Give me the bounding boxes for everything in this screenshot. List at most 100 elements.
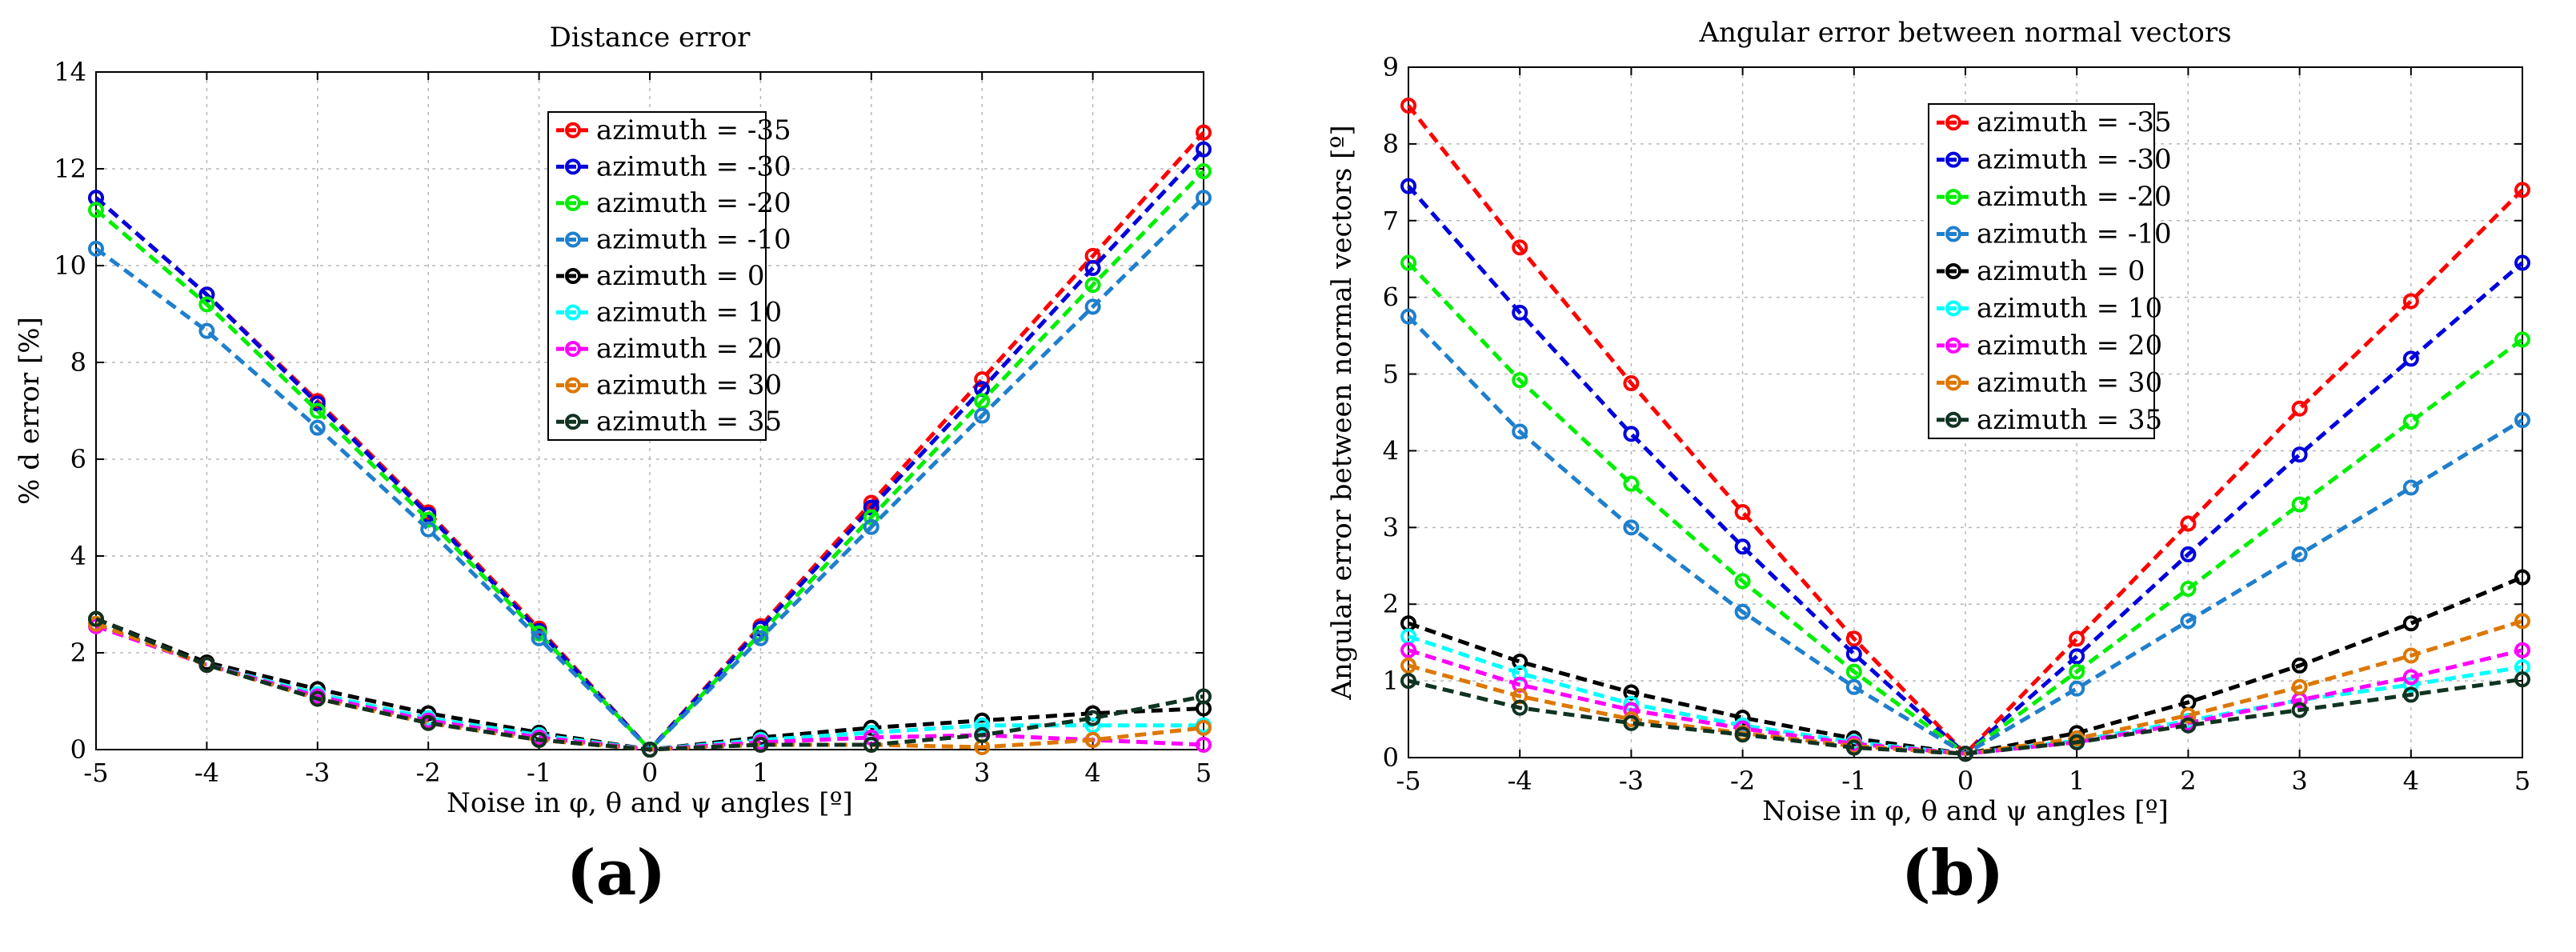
data-point [2402, 676, 2419, 693]
y-tick-label: 4 [1383, 435, 1399, 466]
data-point [1734, 726, 1751, 743]
data-point [1512, 239, 1528, 256]
series-8 [88, 610, 1212, 758]
panel-label: (b) [1901, 837, 2004, 910]
legend-entry: azimuth = -30 [596, 150, 791, 182]
data-point [2514, 671, 2530, 688]
series-5 [88, 615, 1212, 758]
data-point [1196, 719, 1212, 736]
y-axis-label: % d error [%] [14, 317, 46, 505]
legend-entry: azimuth = 20 [596, 333, 782, 365]
x-tick-label: -1 [527, 758, 551, 788]
data-point [2069, 680, 2085, 697]
x-tick-label: -4 [194, 758, 219, 788]
data-point [2402, 669, 2419, 686]
series-8 [1400, 671, 2530, 762]
x-tick-label: 2 [863, 758, 879, 788]
data-point [2402, 293, 2419, 310]
legend-marker [565, 377, 581, 394]
legend-marker [1945, 263, 1961, 279]
chart-panel-b: -5 -4 -3 -2 -1 0 1 2 3 4 5 0 1 2 3 4 5 6 7 8 9 Angular error … [1326, 17, 2530, 910]
data-point [420, 521, 437, 538]
data-point [974, 407, 991, 424]
data-point [1400, 178, 1416, 194]
x-tick-label: 1 [752, 758, 768, 788]
y-tick-label: 9 [1383, 52, 1399, 82]
y-tick-label: 4 [70, 541, 86, 571]
x-tick-label: -3 [1619, 766, 1644, 796]
legend-marker [565, 268, 581, 284]
y-tick-label: 7 [1383, 206, 1399, 236]
data-point [88, 610, 104, 627]
data-point [863, 518, 879, 535]
data-point [2180, 717, 2197, 734]
data-point [2180, 581, 2197, 598]
legend-entry: azimuth = 0 [1977, 255, 2145, 287]
data-point [1623, 714, 1640, 731]
data-point [2514, 569, 2530, 586]
data-point [1845, 646, 1862, 662]
data-point [2402, 615, 2419, 632]
data-point [2180, 613, 2197, 630]
data-point [1084, 298, 1101, 315]
y-tick-label: 8 [1383, 129, 1399, 159]
legend-marker [1945, 411, 1961, 428]
data-point [420, 714, 437, 731]
legend-entry: azimuth = 20 [1977, 330, 2162, 362]
data-point [863, 719, 879, 736]
x-tick-label: 0 [642, 758, 658, 788]
series-line [94, 170, 1205, 753]
legend-entry: azimuth = -35 [1977, 106, 2172, 138]
x-tick-label: 5 [2514, 766, 2530, 796]
data-point [1400, 97, 1416, 114]
data-point [752, 630, 769, 646]
y-tick-label: 2 [70, 638, 86, 668]
series-2 [88, 163, 1212, 758]
data-point [531, 731, 547, 748]
data-point [531, 630, 547, 646]
legend-entry: azimuth = -20 [596, 187, 791, 219]
data-point [2069, 648, 2085, 665]
x-tick-label: 1 [2069, 766, 2085, 796]
data-point [2291, 446, 2308, 463]
y-tick-label: 1 [1383, 666, 1399, 696]
data-point [2514, 613, 2530, 630]
series-line [95, 617, 1204, 752]
data-point [198, 296, 215, 313]
data-point [2180, 546, 2197, 562]
data-point [88, 615, 104, 632]
data-point [1196, 124, 1212, 141]
data-point [1196, 163, 1212, 180]
x-tick-label: -4 [1508, 766, 1532, 796]
data-point [2180, 515, 2197, 532]
data-point [1845, 678, 1862, 695]
data-point [1734, 710, 1751, 726]
data-point [1084, 277, 1101, 294]
data-point [1512, 304, 1528, 321]
y-tick-label: 10 [54, 250, 86, 281]
legend-entry: azimuth = 10 [1977, 292, 2162, 324]
legend-marker [1945, 300, 1961, 317]
data-point [1734, 573, 1751, 590]
x-axis-label: Noise in φ, θ and ψ angles [º] [447, 787, 853, 819]
legend-marker [565, 122, 581, 138]
y-tick-label: 14 [54, 57, 86, 87]
legend-entry: azimuth = 0 [596, 260, 765, 292]
data-point [2514, 182, 2530, 198]
data-point [1623, 426, 1640, 442]
data-point [2069, 630, 2085, 647]
data-point [2402, 479, 2419, 496]
x-tick-label: 4 [2403, 766, 2419, 796]
data-point [1196, 736, 1212, 753]
data-point [309, 419, 326, 436]
data-point [1512, 699, 1528, 716]
y-tick-label: 2 [1383, 589, 1399, 619]
data-point [1084, 717, 1101, 734]
series-line [1408, 677, 2523, 756]
data-point [1512, 423, 1528, 440]
data-point [1084, 260, 1101, 277]
data-point [2180, 707, 2197, 724]
data-point [2514, 642, 2530, 658]
data-point [1734, 603, 1751, 620]
